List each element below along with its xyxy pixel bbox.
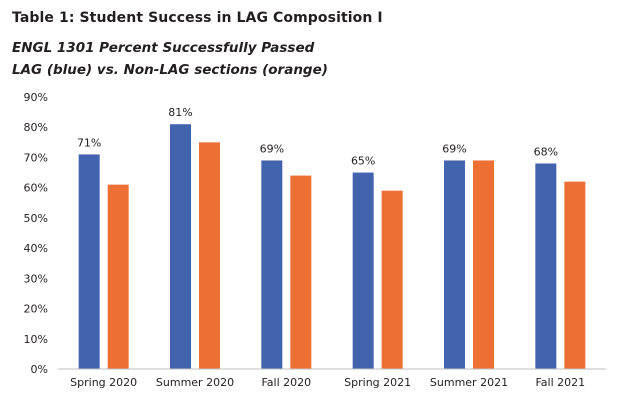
x-tick-label: Spring 2021 [344,376,411,389]
y-axis: 0% 10% 20% 30% 40% 50% 60% 70% 80% 90% [24,91,48,376]
data-label-lag: 69% [260,142,284,155]
bar-lag [352,172,374,369]
y-tick-label: 20% [24,303,48,316]
bars: 71% 81% 69% 65% 69% 68% [77,106,586,369]
x-tick-label: Spring 2020 [70,376,137,389]
y-tick-label: 30% [24,272,48,285]
y-tick-label: 70% [24,151,48,164]
bar-non-lag [381,190,403,369]
bar-lag [170,124,191,369]
data-label-lag: 81% [168,106,192,119]
bar-lag [535,163,557,369]
y-tick-label: 50% [24,212,48,225]
chart-subtitle-line-1: ENGL 1301 Percent Successfully Passed [12,40,315,56]
bar-non-lag [107,184,129,369]
y-tick-label: 10% [24,333,48,346]
x-tick-label: Summer 2021 [430,376,508,389]
x-tick-label: Summer 2020 [156,376,234,389]
x-axis: Spring 2020 Summer 2020 Fall 2020 Spring 20… [58,368,606,389]
y-tick-label: 60% [24,182,48,195]
bar-non-lag [290,175,312,369]
bar-lag [261,160,283,369]
y-tick-label: 80% [24,121,48,134]
bar-non-lag [199,142,220,369]
x-tick-label: Fall 2021 [535,376,585,389]
bar-non-lag [473,160,494,369]
data-label-lag: 65% [351,155,375,168]
data-label-lag: 71% [77,136,101,149]
chart-title: Table 1: Student Success in LAG Composit… [12,10,383,26]
y-tick-label: 0% [31,363,48,376]
data-label-lag: 69% [442,142,466,155]
bar-non-lag [564,181,586,369]
bar-lag [444,160,465,369]
y-tick-label: 40% [24,242,48,255]
chart-subtitle-line-2: LAG (blue) vs. Non-LAG sections (orange) [12,62,328,78]
y-tick-label: 90% [24,91,48,104]
bar-lag [78,154,100,369]
data-label-lag: 68% [534,145,558,158]
x-tick-label: Fall 2020 [261,376,311,389]
